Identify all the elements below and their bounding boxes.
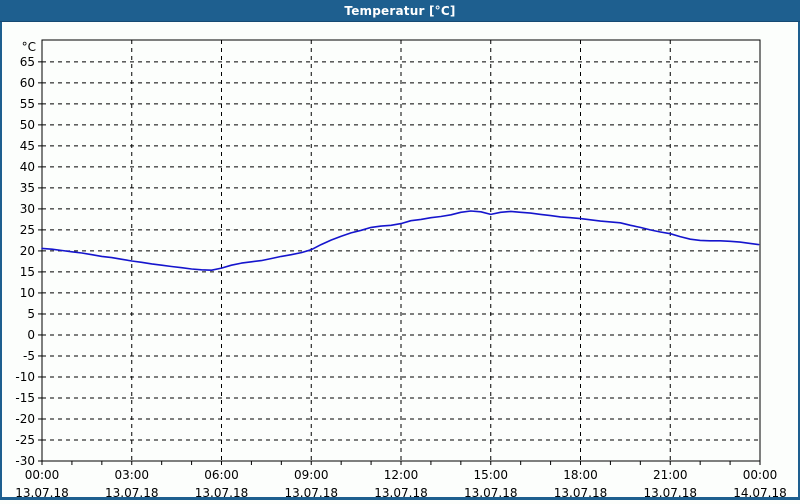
y-tick-label: 10 — [20, 286, 35, 300]
y-tick-label: 35 — [20, 181, 35, 195]
x-axis: 00:00 13.07.18 03:00 13.07.18 06:00 13.07.18 0… — [15, 40, 787, 500]
x-tick-time-label: 15:00 — [473, 468, 508, 482]
y-tick-label: 40 — [20, 160, 35, 174]
y-tick-label: 65 — [20, 55, 35, 69]
x-tick-date-label: 13.07.18 — [464, 486, 517, 500]
title-bar: Temperatur [°C] — [0, 0, 800, 22]
x-tick-date-label: 13.07.18 — [285, 486, 338, 500]
temperature-chart: 65605550454035302520151050-5-10-15-20-25… — [0, 22, 800, 500]
x-tick-time-label: 12:00 — [384, 468, 419, 482]
x-tick-date-label: 13.07.18 — [15, 486, 68, 500]
y-tick-label: 5 — [27, 307, 35, 321]
x-tick-time-label: 00:00 — [25, 468, 60, 482]
x-tick-time-label: 18:00 — [563, 468, 598, 482]
y-tick-label: 15 — [20, 265, 35, 279]
x-tick-date-label: 13.07.18 — [554, 486, 607, 500]
plot-border — [41, 39, 761, 462]
y-tick-label: 55 — [20, 97, 35, 111]
window-frame — [0, 22, 800, 500]
frame-right — [798, 22, 800, 500]
temperature-line — [41, 210, 760, 271]
chart-area: 65 60 55 50 45 40 35 30 25 20 15 10 5 0 -5 -10 -15 -20 -25… — [0, 22, 800, 500]
y-tick-label: 60 — [20, 76, 35, 90]
x-tick-date-label: 13.07.18 — [644, 486, 697, 500]
frame-bottom — [0, 497, 800, 500]
x-tick-time-label: 21:00 — [653, 468, 688, 482]
y-axis-unit-label: °C — [22, 40, 36, 54]
x-tick-time-label: 00:00 — [743, 468, 778, 482]
y-axis: 65605550454035302520151050-5-10-15-20-25… — [15, 40, 760, 468]
y-tick-label: -30 — [15, 454, 35, 468]
y-tick-label: 30 — [20, 202, 35, 216]
x-tick-date-label: 13.07.18 — [195, 486, 248, 500]
y-tick-label: -10 — [15, 370, 35, 384]
x-tick-date-label: 13.07.18 — [105, 486, 158, 500]
x-tick-date-label: 13.07.18 — [374, 486, 427, 500]
x-tick-date-label: 14.07.18 — [733, 486, 786, 500]
y-tick-label: -25 — [15, 433, 35, 447]
y-tick-label: -15 — [15, 391, 35, 405]
x-tick-time-label: 03:00 — [114, 468, 149, 482]
y-tick-label: 45 — [20, 139, 35, 153]
y-tick-label: -5 — [23, 349, 35, 363]
frame-left — [0, 22, 2, 500]
x-tick-time-label: 06:00 — [204, 468, 239, 482]
y-tick-label: 50 — [20, 118, 35, 132]
y-tick-label: 25 — [20, 223, 35, 237]
y-tick-label: -20 — [15, 412, 35, 426]
y-tick-label: 0 — [27, 328, 35, 342]
x-tick-time-label: 09:00 — [294, 468, 329, 482]
window-title: Temperatur [°C] — [344, 3, 456, 18]
y-tick-label: 20 — [20, 244, 35, 258]
